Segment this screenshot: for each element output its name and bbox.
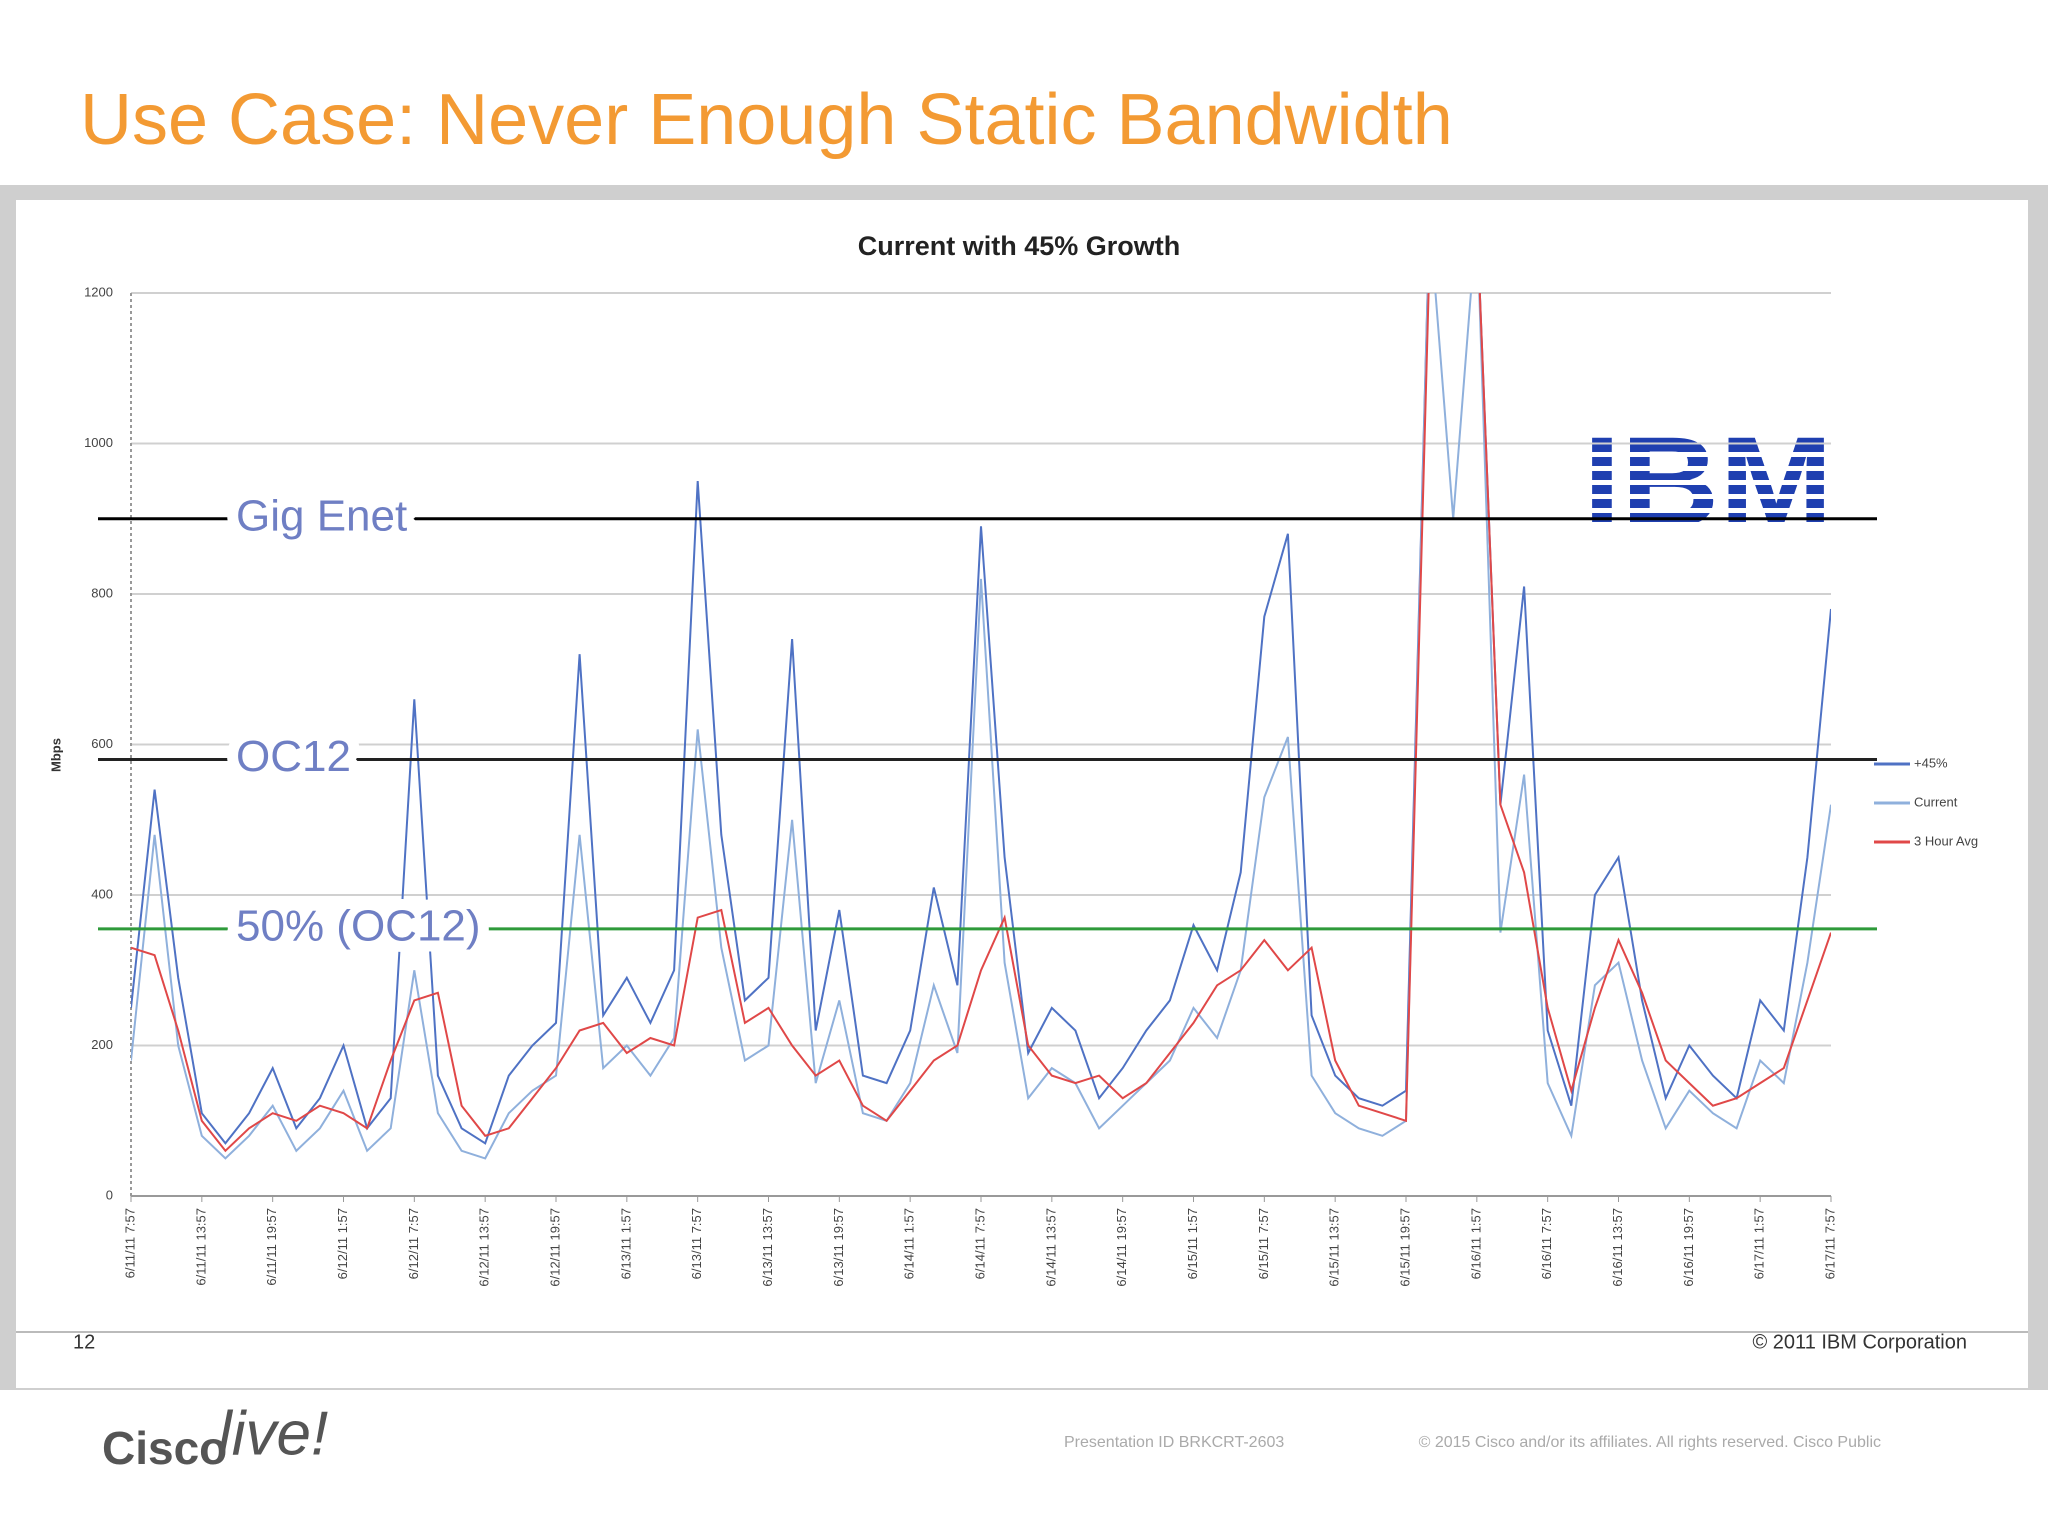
reference-label: OC12	[236, 732, 351, 781]
x-tick-group: 6/12/11 7:57	[406, 1208, 421, 1279]
x-tick-label: 6/12/11 1:57	[335, 1208, 350, 1279]
x-tick-label: 6/13/11 13:57	[760, 1208, 775, 1287]
x-tick-label: 6/13/11 19:57	[831, 1208, 846, 1287]
series-line	[131, 293, 1831, 1160]
chart-panel	[16, 200, 2028, 1388]
x-tick-group: 6/12/11 13:57	[477, 1208, 492, 1287]
page-number: 12	[73, 1331, 95, 1353]
slide-title: Use Case: Never Enough Static Bandwidth	[80, 80, 1453, 160]
x-tick-group: 6/14/11 13:57	[1043, 1208, 1058, 1287]
logo-stripe	[1570, 522, 1850, 527]
reference-label: Gig Enet	[236, 491, 407, 540]
series-line	[131, 293, 1831, 1145]
logo-stripe	[1570, 466, 1850, 471]
legend-label: 3 Hour Avg	[1914, 833, 1978, 848]
x-tick-group: 6/11/11 19:57	[264, 1208, 279, 1286]
x-tick-label: 6/11/11 13:57	[193, 1208, 208, 1286]
x-tick-group: 6/14/11 1:57	[902, 1208, 917, 1279]
legend-label: +45%	[1914, 755, 1948, 770]
x-tick-label: 6/12/11 19:57	[547, 1208, 562, 1287]
x-tick-group: 6/16/11 1:57	[1468, 1208, 1483, 1279]
y-tick-label: 600	[91, 736, 113, 751]
x-tick-group: 6/13/11 13:57	[760, 1208, 775, 1287]
x-tick-group: 6/12/11 1:57	[335, 1208, 350, 1279]
x-tick-group: 6/17/11 7:57	[1822, 1208, 1837, 1279]
x-tick-label: 6/16/11 13:57	[1610, 1208, 1625, 1287]
logo-stripe	[1570, 508, 1850, 513]
x-tick-label: 6/16/11 7:57	[1539, 1208, 1554, 1279]
x-tick-group: 6/11/11 13:57	[193, 1208, 208, 1286]
presentation-id: Presentation ID BRKCRT-2603	[1064, 1434, 1284, 1451]
x-tick-group: 6/15/11 19:57	[1397, 1208, 1412, 1287]
brand-cisco: Cisco	[102, 1422, 227, 1474]
x-tick-label: 6/12/11 7:57	[406, 1208, 421, 1279]
x-tick-group: 6/15/11 1:57	[1185, 1208, 1200, 1279]
legend-label: Current	[1914, 794, 1958, 809]
y-axis-label: Mbps	[48, 738, 63, 772]
x-tick-label: 6/14/11 19:57	[1114, 1208, 1129, 1287]
x-tick-group: 6/14/11 7:57	[972, 1208, 987, 1279]
x-tick-group: 6/15/11 7:57	[1256, 1208, 1271, 1279]
x-tick-group: 6/16/11 19:57	[1681, 1208, 1696, 1287]
x-tick-label: 6/16/11 19:57	[1681, 1208, 1696, 1287]
y-tick-label: 1200	[84, 284, 113, 299]
reference-label: 50% (OC12)	[236, 901, 481, 950]
x-tick-label: 6/12/11 13:57	[477, 1208, 492, 1287]
x-tick-group: 6/12/11 19:57	[547, 1208, 562, 1287]
x-tick-label: 6/11/11 19:57	[264, 1208, 279, 1286]
chart-title: Current with 45% Growth	[858, 231, 1181, 261]
logo-stripe	[1570, 452, 1850, 457]
x-tick-label: 6/14/11 1:57	[902, 1208, 917, 1279]
x-tick-label: 6/17/11 1:57	[1752, 1208, 1767, 1279]
x-tick-label: 6/13/11 7:57	[689, 1208, 704, 1279]
x-tick-label: 6/16/11 1:57	[1468, 1208, 1483, 1279]
x-tick-label: 6/11/11 7:57	[122, 1208, 137, 1278]
x-tick-group: 6/16/11 7:57	[1539, 1208, 1554, 1279]
x-tick-label: 6/15/11 1:57	[1185, 1208, 1200, 1279]
y-tick-label: 1000	[84, 435, 113, 450]
x-tick-group: 6/13/11 19:57	[831, 1208, 846, 1287]
footer-copyright: © 2015 Cisco and/or its affiliates. All …	[1419, 1434, 1881, 1451]
ibm-logo: IBM	[1570, 411, 1850, 554]
x-tick-label: 6/15/11 19:57	[1397, 1208, 1412, 1287]
x-tick-group: 6/15/11 13:57	[1327, 1208, 1342, 1287]
x-tick-label: 6/14/11 7:57	[972, 1208, 987, 1279]
y-tick-label: 0	[106, 1187, 113, 1202]
x-tick-group: 6/13/11 7:57	[689, 1208, 704, 1279]
x-tick-group: 6/14/11 19:57	[1114, 1208, 1129, 1287]
logo-stripe	[1570, 480, 1850, 485]
x-tick-label: 6/13/11 1:57	[618, 1208, 633, 1279]
plot-area	[131, 293, 1831, 1160]
logo-stripe	[1570, 494, 1850, 499]
y-tick-label: 800	[91, 585, 113, 600]
x-tick-label: 6/15/11 13:57	[1327, 1208, 1342, 1287]
y-tick-label: 400	[91, 886, 113, 901]
y-tick-label: 200	[91, 1037, 113, 1052]
x-tick-group: 6/13/11 1:57	[618, 1208, 633, 1279]
x-tick-group: 6/16/11 13:57	[1610, 1208, 1625, 1287]
x-tick-group: 6/17/11 1:57	[1752, 1208, 1767, 1279]
x-tick-group: 6/11/11 7:57	[122, 1208, 137, 1278]
ibm-copyright: © 2011 IBM Corporation	[1753, 1331, 1967, 1353]
x-tick-label: 6/17/11 7:57	[1822, 1208, 1837, 1279]
series-line	[131, 293, 1831, 1153]
brand-live: live!	[218, 1399, 328, 1468]
x-tick-label: 6/15/11 7:57	[1256, 1208, 1271, 1279]
x-tick-label: 6/14/11 13:57	[1043, 1208, 1058, 1287]
